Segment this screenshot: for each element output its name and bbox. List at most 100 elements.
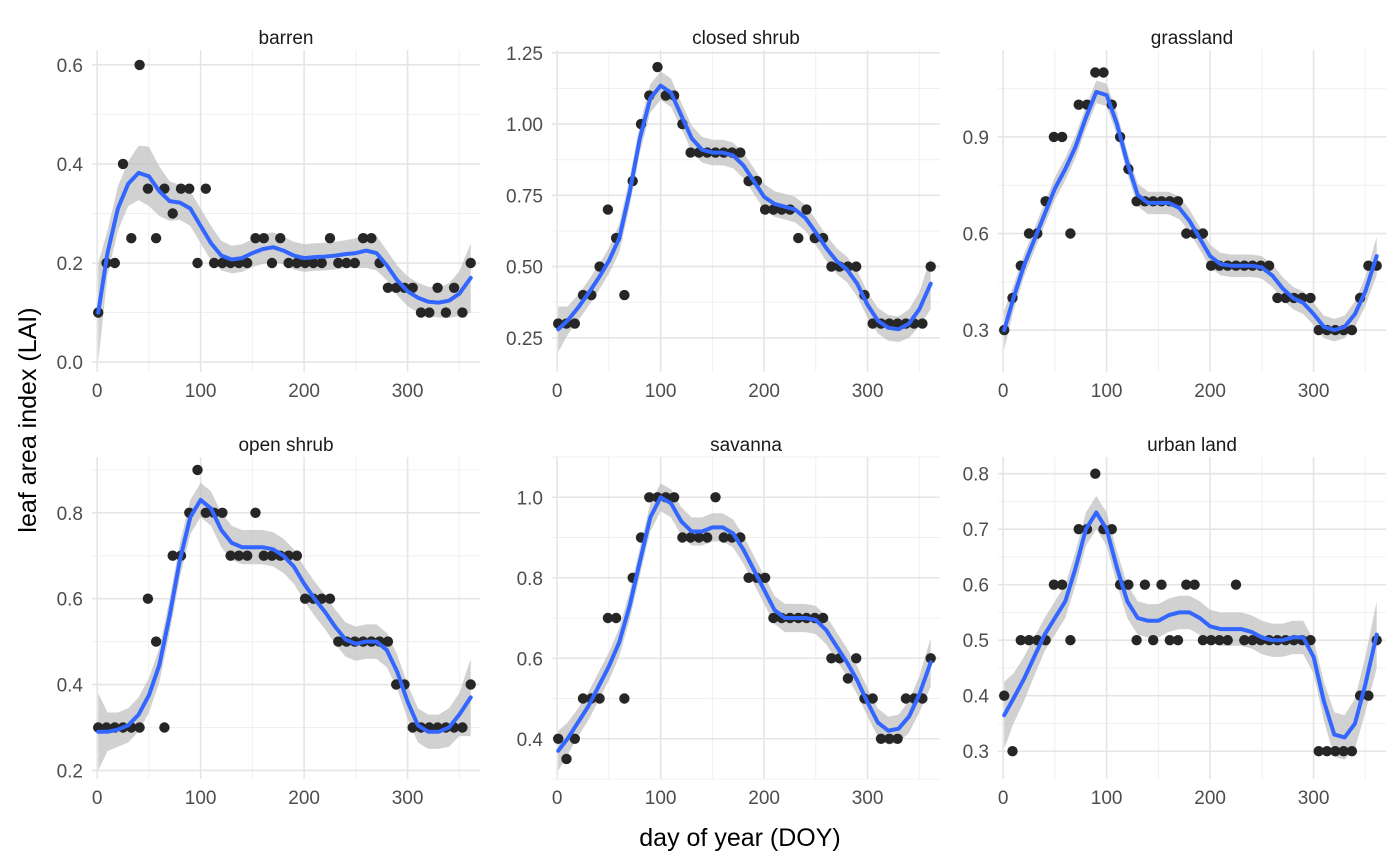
confidence-band [558, 71, 931, 353]
data-point [299, 593, 311, 604]
data-point [175, 183, 187, 194]
y-tick-label: 0.8 [963, 465, 989, 486]
data-point [242, 550, 253, 561]
data-point [702, 532, 713, 543]
data-point [1056, 131, 1068, 143]
data-point [1098, 67, 1109, 78]
confidence-band [98, 482, 471, 771]
data-point [619, 289, 630, 301]
data-point [258, 550, 269, 561]
data-point [1156, 579, 1167, 590]
panel-title: open shrub [238, 435, 333, 456]
y-tick-label: 0.6 [963, 576, 989, 597]
panel-1: closed shrub 0 100 200 300 0.25 0.50 0.75 1.00 1.… [506, 28, 940, 402]
data-point [159, 722, 170, 733]
x-tick-label: 200 [748, 381, 780, 402]
data-point [685, 147, 696, 158]
confidence-band [1004, 80, 1377, 350]
x-axis-title: day of year (DOY) [639, 824, 840, 852]
data-point [192, 257, 203, 269]
y-tick-label: 0.50 [506, 258, 543, 279]
data-point [602, 204, 614, 215]
data-point [167, 208, 178, 219]
data-point [440, 307, 452, 318]
data-point [1222, 635, 1233, 646]
y-tick-label: 0.6 [963, 225, 989, 246]
data-point [217, 507, 228, 518]
data-point [324, 233, 336, 244]
data-point [382, 282, 394, 293]
x-tick-label: 100 [645, 788, 677, 809]
data-point [1164, 635, 1176, 646]
data-point [768, 204, 779, 215]
data-point [407, 722, 418, 733]
data-point [1065, 228, 1076, 239]
x-tick-label: 300 [392, 788, 424, 809]
data-point [391, 282, 402, 293]
data-point [743, 572, 754, 583]
data-point [1313, 746, 1324, 757]
y-tick-label: 0.5 [963, 631, 989, 652]
y-tick-label: 0.25 [506, 329, 543, 350]
data-point [1330, 746, 1341, 757]
x-tick-label: 200 [288, 381, 320, 402]
data-point [718, 532, 729, 543]
data-point [851, 261, 862, 272]
data-point [1263, 260, 1275, 271]
data-point [1148, 635, 1159, 646]
smooth-line [96, 497, 473, 734]
data-point [333, 257, 344, 269]
y-axis-title: leaf area index (LAI) [14, 307, 42, 532]
data-point [432, 282, 443, 293]
data-point [341, 257, 352, 269]
data-point [366, 233, 377, 244]
data-point [357, 233, 369, 244]
x-tick-label: 200 [1194, 788, 1226, 809]
data-point [126, 233, 137, 244]
data-point [1321, 746, 1333, 757]
data-point [644, 492, 655, 503]
data-point [457, 722, 468, 733]
data-point [465, 257, 476, 269]
x-tick-label: 100 [185, 381, 217, 402]
data-point [602, 612, 614, 624]
data-point [867, 318, 878, 329]
x-tick-label: 0 [552, 381, 563, 402]
y-tick-label: 0.75 [506, 186, 543, 207]
data-point [134, 722, 145, 733]
data-point [448, 282, 460, 293]
data-point [184, 183, 195, 194]
data-point [1230, 579, 1242, 590]
data-point [817, 612, 829, 624]
panel-2: grassland 0 100 200 300 0.3 0.6 0.9 [963, 28, 1386, 402]
data-point [1123, 579, 1134, 590]
data-point [109, 257, 121, 269]
confidence-band [98, 145, 471, 363]
panel-title: closed shrub [692, 28, 800, 49]
data-point [250, 507, 261, 518]
data-point [826, 261, 837, 272]
data-point [250, 233, 261, 244]
data-point [1172, 635, 1184, 646]
panel-title: savanna [710, 435, 782, 456]
data-point [685, 532, 696, 543]
data-point [1090, 67, 1101, 78]
data-point [1065, 635, 1076, 646]
x-tick-label: 100 [645, 381, 677, 402]
data-point [167, 550, 178, 561]
data-point [867, 693, 878, 704]
panel-title: barren [259, 28, 314, 49]
data-point [677, 532, 688, 543]
data-point [1139, 579, 1151, 590]
data-point [1214, 635, 1225, 646]
data-point [117, 158, 129, 170]
data-point [735, 147, 746, 158]
data-point [407, 282, 418, 293]
x-tick-label: 300 [852, 381, 884, 402]
data-point [569, 733, 580, 744]
data-point [308, 257, 319, 269]
data-point [999, 690, 1010, 701]
data-point [1048, 131, 1060, 143]
data-point [1205, 635, 1217, 646]
data-point [242, 257, 253, 269]
